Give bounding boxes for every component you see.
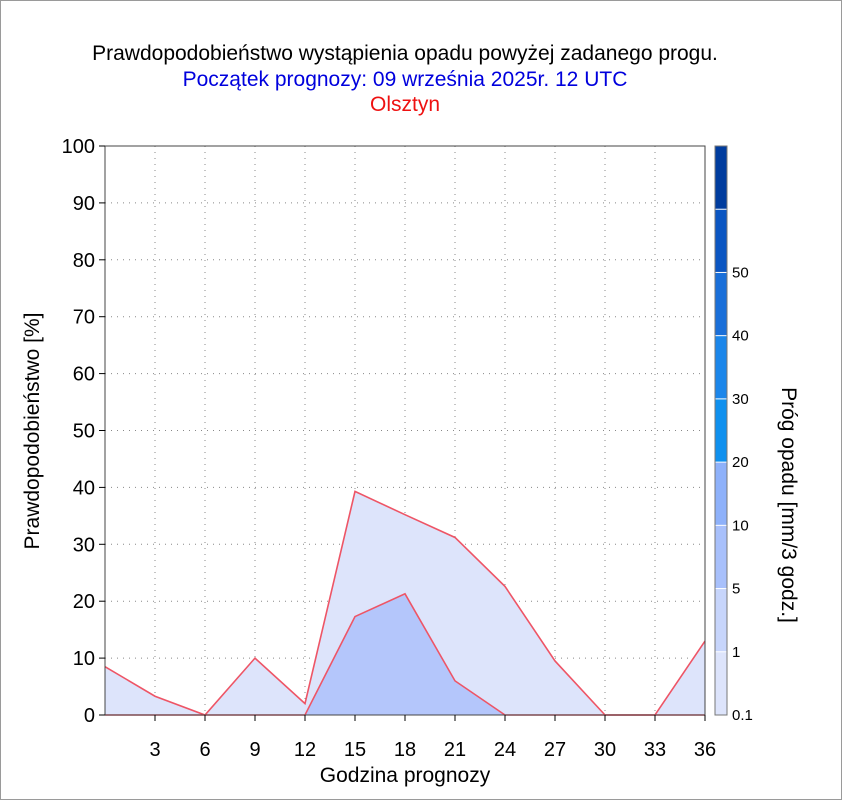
colorbar-bin: [715, 272, 727, 336]
y-tick-label: 70: [73, 307, 95, 329]
colorbar-border: [714, 145, 728, 716]
colorbar-tick-label: 20: [732, 454, 749, 471]
series-area-1: [105, 593, 705, 715]
x-tick-label: 6: [199, 739, 210, 761]
colorbar-bin: [715, 146, 727, 210]
y-tick-label: 30: [73, 534, 95, 556]
series-layer: [104, 490, 706, 716]
x-tick-label: 21: [444, 739, 466, 761]
colorbar-tick-label: 5: [732, 581, 740, 598]
colorbar-bin: [715, 588, 727, 652]
x-tick-label: 24: [494, 739, 516, 761]
chart-subtitle: Początek prognozy: 09 września 2025r. 12…: [182, 68, 628, 91]
x-tick-label: 18: [394, 739, 416, 761]
colorbar: 0.1 1 5 10 20 30 40 50: [714, 145, 753, 724]
colorbar-bin: [715, 462, 727, 526]
y-tick-label: 20: [73, 591, 95, 613]
colorbar-bin: [715, 398, 727, 463]
colorbar-tick-label: 50: [732, 264, 749, 281]
y-tick-label: 0: [84, 705, 95, 727]
y-tick-label: 60: [73, 364, 95, 386]
y-tick-label: 80: [73, 250, 95, 272]
x-tick-label: 30: [594, 739, 616, 761]
colorbar-tick-label: 1: [732, 644, 740, 661]
y-tick-label: 10: [73, 648, 95, 670]
colorbar-tick-label: 10: [732, 517, 749, 534]
x-tick-label: 36: [694, 739, 716, 761]
x-axis-label: Godzina prognozy: [320, 764, 491, 787]
y-tick-label: 40: [73, 477, 95, 499]
colorbar-tick-label: 40: [732, 328, 749, 345]
colorbar-bin: [715, 335, 727, 399]
y-axis-label: Prawdopodobieństwo [%]: [21, 313, 44, 550]
chart-location: Olsztyn: [369, 93, 440, 116]
y-tick-label: 100: [62, 136, 95, 158]
x-tick-label: 3: [149, 739, 160, 761]
x-tick-label: 15: [344, 739, 366, 761]
x-tick-label: 12: [294, 739, 316, 761]
colorbar-tick-label: 0.1: [732, 707, 753, 724]
x-tick-label: 33: [644, 739, 666, 761]
chart-title: Prawdopodobieństwo wystąpienia opadu pow…: [92, 42, 718, 65]
colorbar-bin: [715, 209, 727, 273]
y-tick-label: 90: [73, 193, 95, 215]
y-tick-label: 50: [73, 421, 95, 443]
colorbar-tick-label: 30: [732, 391, 749, 408]
colorbar-bin: [715, 525, 727, 589]
x-tick-label: 27: [544, 739, 566, 761]
x-tick-label: 9: [249, 739, 260, 761]
colorbar-label: Próg opadu [mm/3 godz.]: [777, 387, 800, 623]
colorbar-bin: [715, 651, 727, 715]
